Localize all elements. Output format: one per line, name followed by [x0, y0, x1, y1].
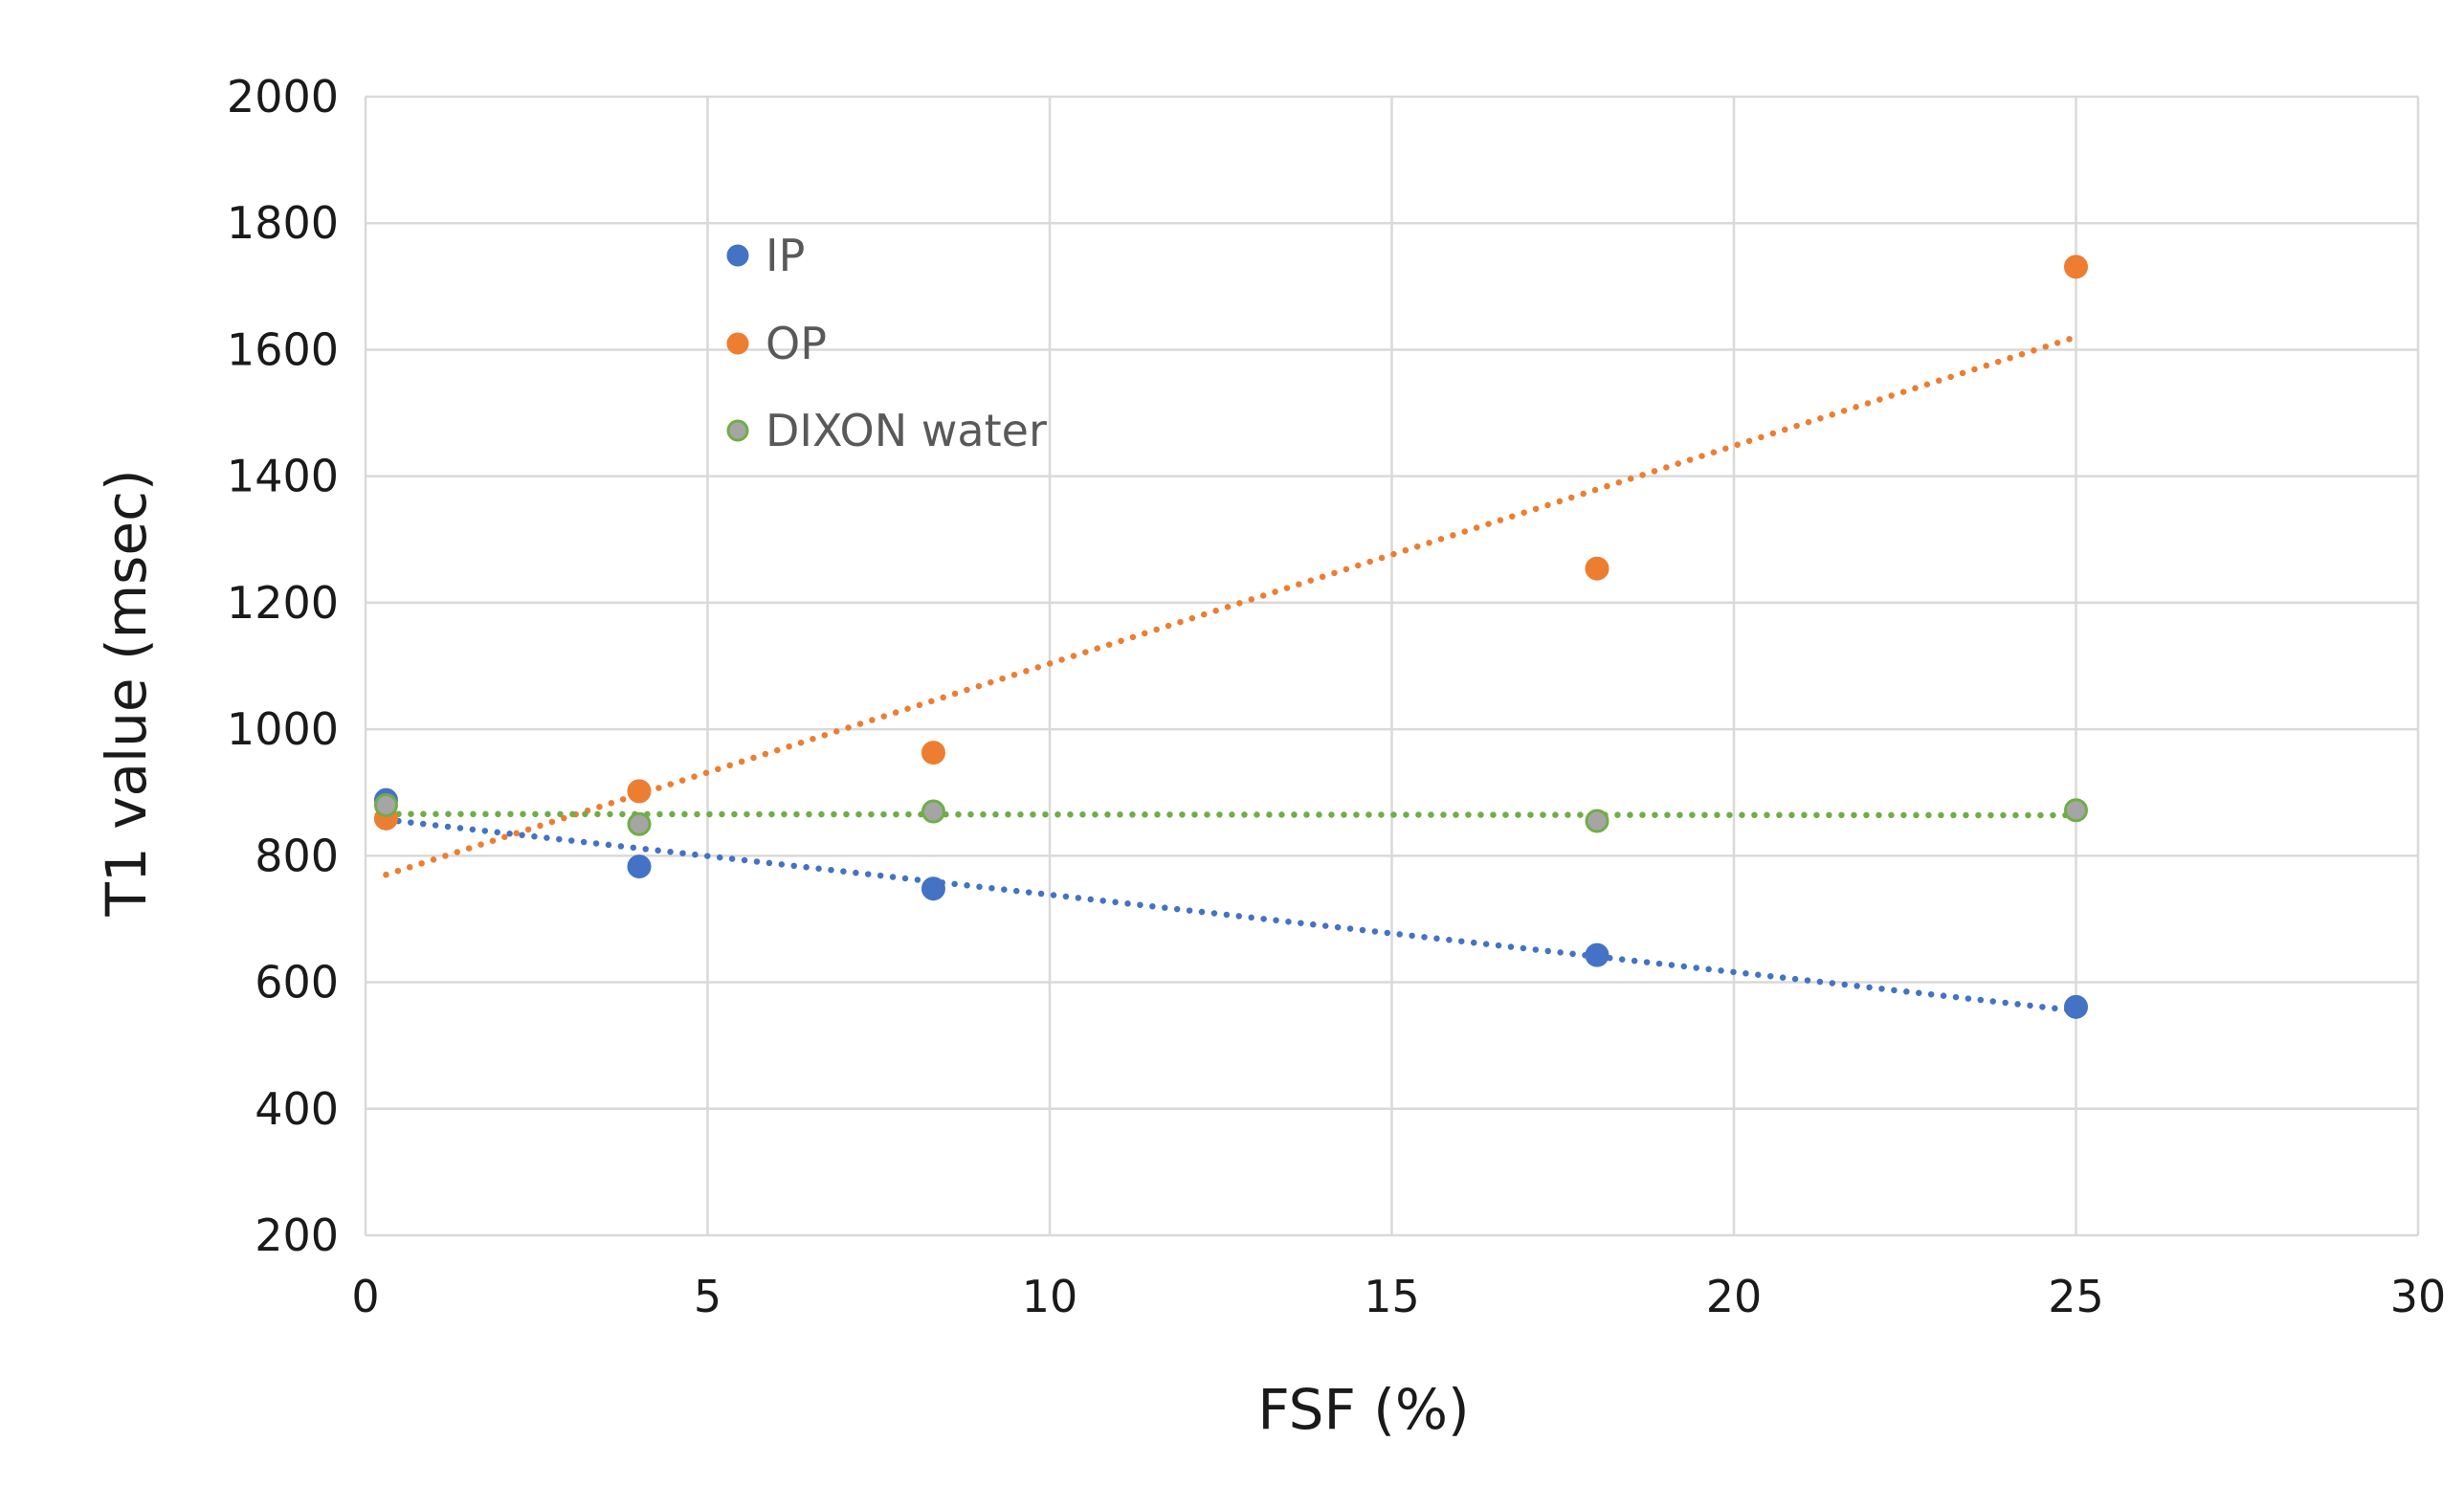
y-tick-label: 200: [255, 1209, 339, 1261]
y-tick-label: 1400: [227, 451, 339, 502]
legend-label-dixon-water: DIXON water: [766, 405, 1047, 456]
y-tick-label: 400: [255, 1083, 339, 1135]
trendline-op: [383, 333, 2079, 878]
legend-item-dixon-water[interactable]: DIXON water: [726, 405, 1047, 456]
x-tick-label: 15: [1364, 1271, 1420, 1322]
legend: IP OP DIXON water: [726, 230, 1047, 456]
data-point-dixon-water[interactable]: [373, 792, 398, 817]
data-points: [373, 255, 2088, 1019]
legend-marker-ip: [726, 244, 749, 267]
x-axis-title: FSF (%): [1257, 1377, 1469, 1442]
legend-item-op[interactable]: OP: [726, 318, 827, 369]
x-tick-label: 20: [1706, 1271, 1763, 1322]
y-tick-label: 1600: [227, 323, 339, 375]
data-point-ip[interactable]: [627, 854, 652, 879]
y-tick-label: 1800: [227, 197, 339, 249]
y-tick-label: 2000: [227, 71, 339, 122]
trendline-dixon-water: [383, 810, 2079, 819]
axes: 200 400 600 800 1000 1200 1400 1600 1800 2000 0 5 10…: [227, 71, 2446, 1322]
legend-label-op: OP: [766, 318, 827, 369]
gridlines: [364, 95, 2420, 1237]
data-point-dixon-water[interactable]: [921, 799, 945, 824]
legend-item-ip[interactable]: IP: [726, 230, 805, 281]
x-tick-label: 25: [2048, 1271, 2104, 1322]
y-tick-label: 600: [255, 957, 339, 1009]
data-point-dixon-water[interactable]: [1585, 809, 1609, 833]
data-point-ip[interactable]: [1585, 943, 1609, 967]
x-tick-label: 10: [1022, 1271, 1078, 1322]
legend-marker-dixon-water: [726, 419, 749, 442]
data-point-op[interactable]: [627, 779, 652, 804]
data-point-op[interactable]: [2064, 255, 2088, 279]
y-axis-title: T1 value (msec): [94, 469, 159, 917]
legend-marker-op: [726, 332, 749, 355]
trendlines: [383, 333, 2079, 1014]
data-point-dixon-water[interactable]: [2064, 798, 2088, 823]
y-tick-label: 1000: [227, 703, 339, 755]
x-tick-label: 0: [351, 1271, 379, 1322]
data-point-dixon-water[interactable]: [627, 811, 652, 836]
data-point-ip[interactable]: [2064, 994, 2088, 1019]
x-tick-label: 30: [2390, 1271, 2447, 1322]
x-tick-label: 5: [694, 1271, 721, 1322]
data-point-ip[interactable]: [921, 876, 945, 901]
y-tick-label: 800: [255, 830, 339, 881]
data-point-op[interactable]: [921, 741, 945, 765]
data-point-op[interactable]: [1585, 556, 1609, 581]
legend-label-ip: IP: [766, 230, 805, 281]
y-tick-label: 1200: [227, 577, 339, 629]
trendline-ip: [383, 816, 2079, 1014]
